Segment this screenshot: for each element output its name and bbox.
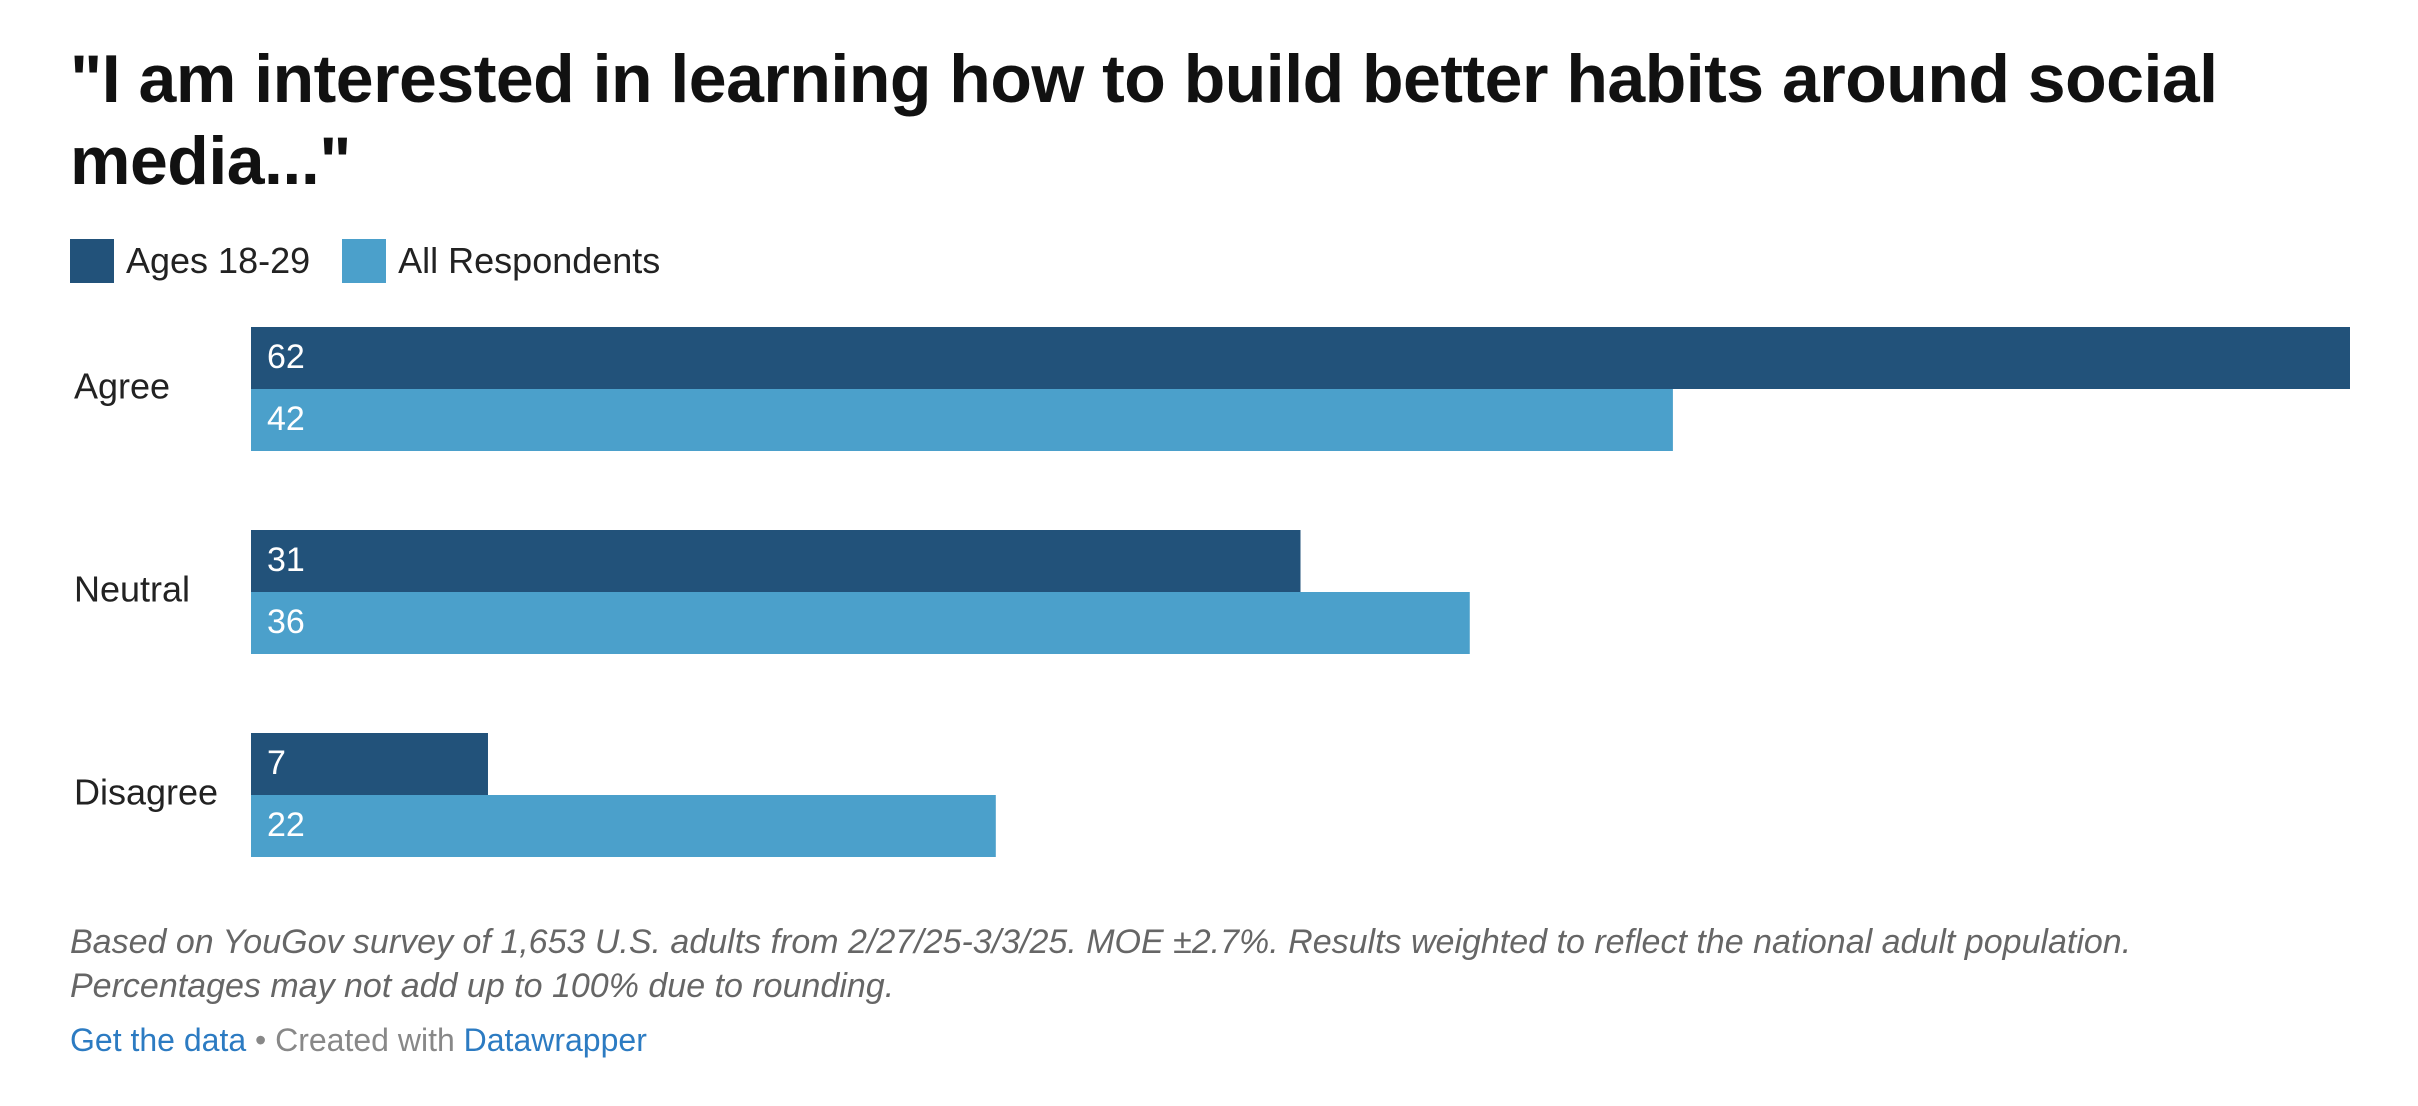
footer-separator: • Created with xyxy=(246,1022,464,1058)
legend-label-all-respondents: All Respondents xyxy=(398,240,661,281)
value-label-neutral-ages-18-29: 31 xyxy=(267,541,305,579)
legend-item-ages-18-29: Ages 18-29 xyxy=(70,239,310,283)
category-label-disagree: Disagree xyxy=(74,772,218,813)
category-label-neutral: Neutral xyxy=(74,569,190,610)
value-label-agree-all-respondents: 42 xyxy=(267,400,305,438)
bar-chart: Agree 62 42 Neutral 31 36 Disagree 7 22 xyxy=(74,327,2350,857)
bar-disagree-all-respondents xyxy=(251,795,996,857)
value-label-disagree-all-respondents: 22 xyxy=(267,806,305,844)
bar-agree-all-respondents xyxy=(251,389,1673,451)
bar-agree-ages-18-29 xyxy=(251,327,2350,389)
legend-swatch-all-respondents xyxy=(342,239,387,283)
bar-neutral-all-respondents xyxy=(251,592,1470,654)
legend: Ages 18-29 All Respondents xyxy=(70,238,692,284)
value-label-neutral-all-respondents: 36 xyxy=(267,603,305,641)
chart-notes: Based on YouGov survey of 1,653 U.S. adu… xyxy=(70,920,2370,1008)
legend-item-all-respondents: All Respondents xyxy=(342,239,660,283)
category-label-agree: Agree xyxy=(74,366,170,407)
footer: Get the data • Created with Datawrapper xyxy=(70,1022,647,1059)
value-label-agree-ages-18-29: 62 xyxy=(267,338,305,376)
notes-line-2: Percentages may not add up to 100% due t… xyxy=(70,967,895,1005)
value-label-disagree-ages-18-29: 7 xyxy=(267,744,286,782)
notes-line-1: Based on YouGov survey of 1,653 U.S. adu… xyxy=(70,923,2132,961)
chart-title: "I am interested in learning how to buil… xyxy=(70,41,2218,199)
legend-swatch-ages-18-29 xyxy=(70,239,114,283)
bar-neutral-ages-18-29 xyxy=(251,530,1301,592)
datawrapper-link[interactable]: Datawrapper xyxy=(463,1022,647,1058)
bar-disagree-ages-18-29 xyxy=(251,733,488,795)
legend-label-ages-18-29: Ages 18-29 xyxy=(126,240,311,281)
get-the-data-link[interactable]: Get the data xyxy=(70,1022,247,1058)
